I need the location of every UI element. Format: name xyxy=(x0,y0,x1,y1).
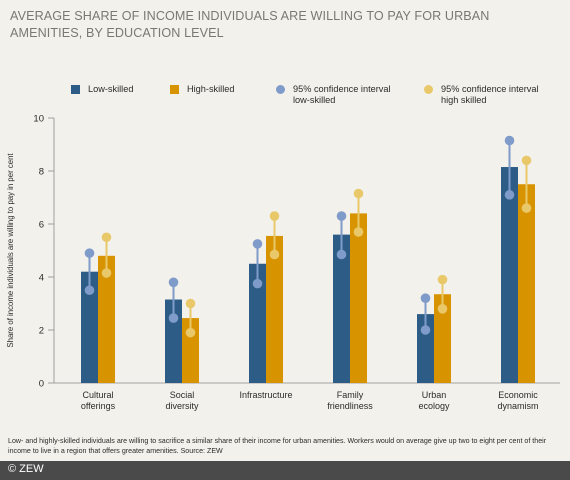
ci-upper-dot-low-4 xyxy=(420,293,431,304)
bar-high-5 xyxy=(518,184,535,383)
bar-low-1 xyxy=(165,299,182,383)
category-label-1-0: Social xyxy=(170,390,195,400)
category-label-5-0: Economic xyxy=(498,390,538,400)
bar-high-2 xyxy=(266,235,283,383)
legend-label-high-skilled: High-skilled xyxy=(187,84,235,94)
ci-lower-dot-high-2 xyxy=(269,249,280,260)
ci-upper-dot-high-5 xyxy=(521,155,532,166)
bar-high-3 xyxy=(350,213,367,383)
credit-bar: © ZEW xyxy=(0,461,570,480)
chart-panel: AVERAGE SHARE OF INCOME INDIVIDUALS ARE … xyxy=(0,0,570,466)
bar-low-5 xyxy=(501,167,518,383)
ci-upper-dot-low-0 xyxy=(84,248,95,258)
legend-ci-high-line2: high skilled xyxy=(441,95,487,105)
y-tick-label-0: 0 xyxy=(39,379,44,390)
ci-lower-dot-high-5 xyxy=(521,203,532,213)
legend-label-low-skilled: Low-skilled xyxy=(88,84,134,94)
ci-lower-dot-low-3 xyxy=(336,249,347,260)
ci-lower-dot-low-5 xyxy=(504,190,515,200)
ci-lower-dot-low-1 xyxy=(168,313,179,323)
legend: Low-skilled High-skilled 95% confidence … xyxy=(0,80,570,120)
ci-lower-dot-high-3 xyxy=(353,227,364,237)
legend-item-ci-low: 95% confidence interval low-skilled xyxy=(276,84,391,106)
ci-upper-dot-low-5 xyxy=(504,135,515,146)
y-tick-label-6: 6 xyxy=(39,220,44,231)
ci-upper-dot-low-3 xyxy=(336,211,347,221)
ci-lower-dot-high-0 xyxy=(101,268,112,278)
legend-dot-ci-low xyxy=(276,85,285,94)
ci-upper-dot-high-1 xyxy=(185,298,196,309)
chart-note: Low- and highly-skilled individuals are … xyxy=(8,437,547,455)
category-label-3-1: friendliness xyxy=(327,401,373,411)
legend-ci-low-line1: 95% confidence interval xyxy=(293,84,391,94)
legend-item-high-skilled: High-skilled xyxy=(170,84,235,95)
category-label-5-1: dynamism xyxy=(497,401,538,411)
category-label-4-1: ecology xyxy=(418,401,450,411)
ci-upper-dot-high-3 xyxy=(353,188,364,199)
y-tick-label-8: 8 xyxy=(39,167,44,178)
category-label-4-0: Urban xyxy=(422,390,447,400)
category-label-3-0: Family xyxy=(337,390,364,400)
category-label-0-0: Cultural xyxy=(82,390,113,400)
category-label-2-0: Infrastructure xyxy=(239,390,292,400)
chart-title: AVERAGE SHARE OF INCOME INDIVIDUALS ARE … xyxy=(10,9,490,40)
ci-lower-dot-low-2 xyxy=(252,278,263,289)
bar-high-0 xyxy=(98,255,115,383)
bar-high-4 xyxy=(434,294,451,383)
legend-item-ci-high: 95% confidence interval high skilled xyxy=(424,84,539,106)
y-axis-label: Share of income individuals are willing … xyxy=(6,153,15,348)
ci-lower-dot-high-1 xyxy=(185,327,196,338)
bar-low-3 xyxy=(333,234,350,383)
category-label-0-1: offerings xyxy=(81,401,116,411)
legend-item-low-skilled: Low-skilled xyxy=(71,84,133,95)
ci-upper-dot-low-1 xyxy=(168,277,179,288)
legend-ci-high-line1: 95% confidence interval xyxy=(441,84,539,94)
y-tick-label-2: 2 xyxy=(39,326,44,337)
legend-swatch-high-skilled xyxy=(170,85,179,94)
credit-text: © ZEW xyxy=(8,463,44,475)
legend-dot-ci-high xyxy=(424,85,433,94)
bar-low-2 xyxy=(249,263,266,383)
bar-chart: 0 2 4 6 8 10 Share of income individuals are w… xyxy=(6,114,560,411)
ci-lower-dot-low-0 xyxy=(84,285,95,296)
legend-label-ci-high: 95% confidence interval high skilled xyxy=(441,84,539,106)
y-tick-label-10: 10 xyxy=(33,114,44,125)
legend-label-ci-low: 95% confidence interval low-skilled xyxy=(293,84,391,106)
ci-lower-dot-high-4 xyxy=(437,304,448,314)
legend-swatch-low-skilled xyxy=(71,85,80,94)
legend-ci-low-line2: low-skilled xyxy=(293,95,336,105)
ci-upper-dot-low-2 xyxy=(252,239,263,249)
bar-low-0 xyxy=(81,271,98,383)
ci-lower-dot-low-4 xyxy=(420,325,431,335)
ci-upper-dot-high-0 xyxy=(101,232,112,243)
ci-upper-dot-high-2 xyxy=(269,211,280,221)
ci-upper-dot-high-4 xyxy=(437,274,448,285)
category-label-1-1: diversity xyxy=(165,401,199,411)
y-tick-label-4: 4 xyxy=(39,273,44,284)
